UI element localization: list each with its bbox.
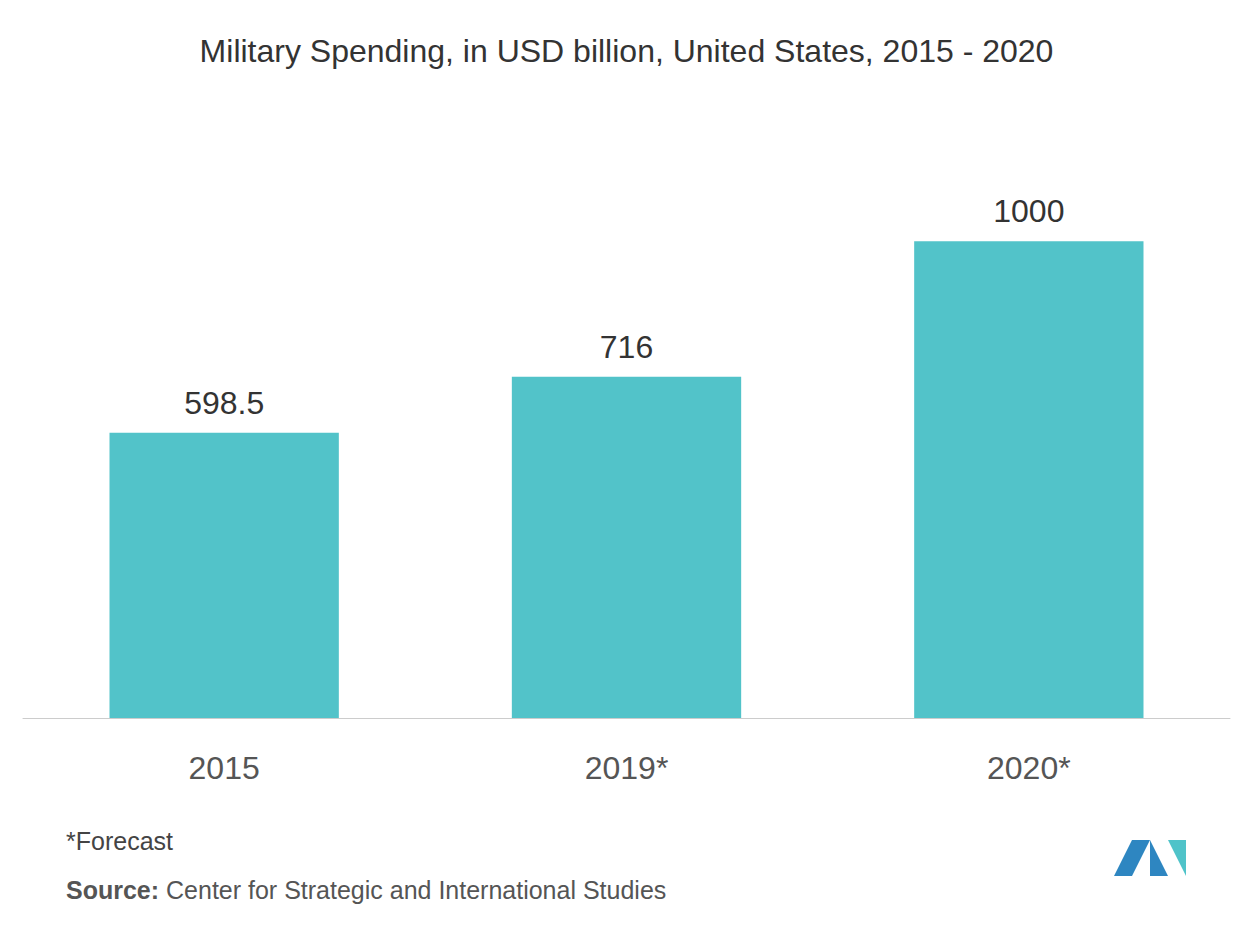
- svg-text:Center for Strategic and Inter: Center for Strategic and International S…: [159, 876, 666, 904]
- svg-text:716: 716: [600, 329, 653, 365]
- svg-text:1000: 1000: [993, 193, 1064, 229]
- svg-text:Military Spending, in USD bill: Military Spending, in USD billion, Unite…: [200, 33, 1054, 69]
- svg-text:598.5: 598.5: [184, 385, 264, 421]
- svg-text:2015: 2015: [189, 750, 260, 786]
- svg-text:*Forecast: *Forecast: [66, 827, 173, 855]
- svg-text:2020*: 2020*: [987, 750, 1071, 786]
- svg-text:2019*: 2019*: [585, 750, 669, 786]
- svg-text:Source:: Source:: [66, 876, 159, 904]
